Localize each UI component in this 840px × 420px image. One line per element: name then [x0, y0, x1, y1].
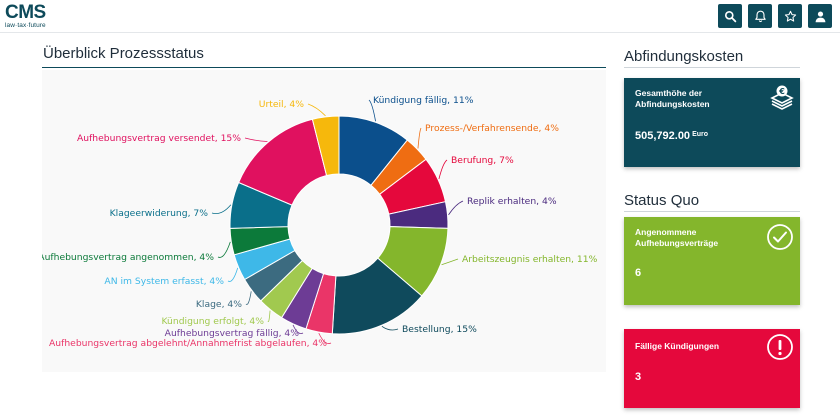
slice-label: Klage, 4% [196, 299, 242, 310]
severance-label: Gesamthöhe der Abfindungskosten [635, 88, 710, 109]
severance-amount-row: 505,792.00 Euro [635, 130, 708, 142]
cms-logo[interactable]: CMS law·tax·future [5, 3, 46, 29]
process-status-panel: Überblick Prozessstatus Kündigung fällig… [42, 42, 606, 372]
label-connector [245, 291, 252, 305]
logo-main-text: CMS [5, 2, 46, 23]
severance-card[interactable]: Gesamthöhe der Abfindungskosten 505,792.… [624, 78, 800, 167]
label-connector [441, 258, 459, 266]
due-terminations-card[interactable]: Fällige Kündigungen 3 [624, 329, 800, 408]
accepted-agreements-card[interactable]: Angenommene Aufhebungsverträge 6 [624, 217, 800, 305]
label-connector [368, 99, 376, 122]
slice-label: Aufhebungsvertrag fällig, 4% [165, 328, 300, 339]
label-connector [318, 332, 332, 344]
due-value: 3 [635, 371, 642, 383]
check-circle-icon [767, 224, 793, 250]
notifications-button[interactable] [748, 4, 772, 28]
label-connector [292, 324, 304, 335]
favorites-button[interactable] [778, 4, 802, 28]
slice-label: Berufung, 7% [451, 155, 514, 166]
search-button[interactable] [718, 4, 742, 28]
slice-label: Aufhebungsvertrag versendet, 15% [77, 133, 241, 144]
label-connector [267, 310, 271, 322]
donut-chart-area: Kündigung fällig, 11% Prozess-/Verfahrens… [42, 70, 606, 372]
slice-label: Aufhebungsvertrag angenommen, 4% [42, 252, 214, 263]
slice-label: Kündigung fällig, 11% [373, 95, 474, 106]
top-bar: CMS law·tax·future [0, 0, 840, 33]
slice-label: Prozess-/Verfahrensende, 4% [425, 123, 559, 134]
bell-icon [754, 10, 766, 22]
label-connector [244, 137, 268, 142]
logo-tagline: law·tax·future [5, 22, 46, 29]
label-connector [417, 127, 422, 149]
accepted-label: Angenommene Aufhebungsverträge [635, 227, 719, 248]
slice-label: AN im System erfasst, 4% [104, 276, 224, 287]
label-connector [438, 159, 448, 180]
label-connector [307, 103, 326, 117]
panel-title: Überblick Prozessstatus [42, 42, 606, 68]
label-connector [217, 241, 231, 258]
donut-chart: Kündigung fällig, 11% Prozess-/Verfahrens… [42, 95, 598, 349]
user-icon [815, 10, 825, 22]
donut-slice[interactable] [311, 115, 340, 177]
label-connector [448, 200, 464, 216]
money-stack-icon: € [770, 85, 794, 110]
label-connector [211, 204, 232, 215]
exclamation-circle-icon [767, 334, 793, 360]
severance-section: Abfindungskosten [624, 46, 800, 68]
slice-label: Klageerwiderung, 7% [110, 208, 209, 219]
label-connector [381, 325, 399, 331]
severance-currency: Euro [692, 131, 709, 138]
slice-label: Bestellung, 15% [402, 324, 477, 335]
star-icon [784, 10, 796, 22]
label-connector [227, 267, 239, 282]
accepted-value: 6 [635, 267, 642, 279]
due-label: Fällige Kündigungen [635, 341, 720, 351]
slice-label: Replik erhalten, 4% [467, 196, 557, 207]
slice-label: Arbeitszeugnis erhalten, 11% [462, 254, 598, 265]
svg-text:€: € [778, 87, 785, 96]
slice-label: Urteil, 4% [259, 99, 305, 110]
search-icon [724, 10, 736, 22]
status-quo-section: Status Quo [624, 190, 800, 212]
slice-label: Aufhebungsvertrag abgelehnt/Annahmefrist… [49, 338, 327, 349]
severance-amount: 505,792.00 [635, 130, 691, 142]
severance-title: Abfindungskosten [624, 46, 800, 68]
slice-label: Kündigung erfolgt, 4% [161, 316, 264, 327]
status-quo-title: Status Quo [624, 190, 800, 212]
user-button[interactable] [808, 4, 832, 28]
